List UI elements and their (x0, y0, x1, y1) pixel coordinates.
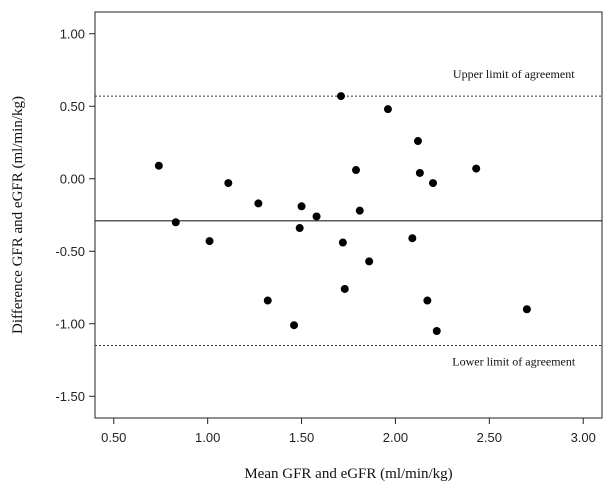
y-tick-label: -0.50 (55, 244, 85, 259)
x-tick-label: 0.50 (101, 430, 126, 445)
x-tick-label: 1.00 (195, 430, 220, 445)
data-point (423, 296, 432, 305)
y-tick-label: 0.00 (60, 171, 85, 186)
y-tick-label: -1.00 (55, 316, 85, 331)
data-point (429, 179, 437, 188)
x-tick-label: 2.50 (477, 430, 502, 445)
x-tick-label: 3.00 (571, 430, 596, 445)
lower-limit-label: Lower limit of agreement (452, 355, 576, 369)
data-point (205, 237, 214, 246)
data-point (154, 161, 163, 170)
plot-area-frame (94, 11, 603, 419)
y-tick-label: -1.50 (55, 389, 85, 404)
data-point (263, 296, 272, 305)
data-point (340, 284, 349, 293)
data-point (408, 234, 417, 243)
y-tick-label: 0.50 (60, 99, 85, 114)
data-point (312, 212, 321, 221)
data-point (336, 92, 345, 101)
data-point (297, 202, 306, 211)
axis-ticks: 0.50 1.00 1.50 2.00 2.50 3.00 1.00 0.50 0.00 -0.5… (55, 26, 596, 445)
data-point (290, 321, 299, 330)
data-point (415, 168, 424, 177)
y-axis-label: Difference GFR and eGFR (ml/min/kg) (10, 96, 26, 334)
x-tick-label: 2.00 (383, 430, 408, 445)
data-point (355, 206, 364, 215)
data-point (365, 257, 374, 266)
data-point (352, 166, 361, 175)
data-point (413, 137, 422, 146)
agreement-lines (95, 95, 602, 346)
data-point (224, 179, 233, 188)
data-point (338, 238, 347, 247)
data-point (383, 105, 392, 114)
data-point (432, 327, 441, 335)
y-tick-label: 1.00 (60, 26, 85, 41)
data-point (472, 164, 481, 173)
x-tick-label: 1.50 (289, 430, 314, 445)
upper-limit-label: Upper limit of agreement (453, 67, 575, 81)
data-point (522, 305, 531, 314)
data-point (295, 224, 304, 233)
data-point (171, 218, 180, 227)
data-points (154, 92, 531, 335)
x-axis-label: Mean GFR and eGFR (ml/min/kg) (244, 466, 452, 482)
data-point (254, 199, 263, 208)
